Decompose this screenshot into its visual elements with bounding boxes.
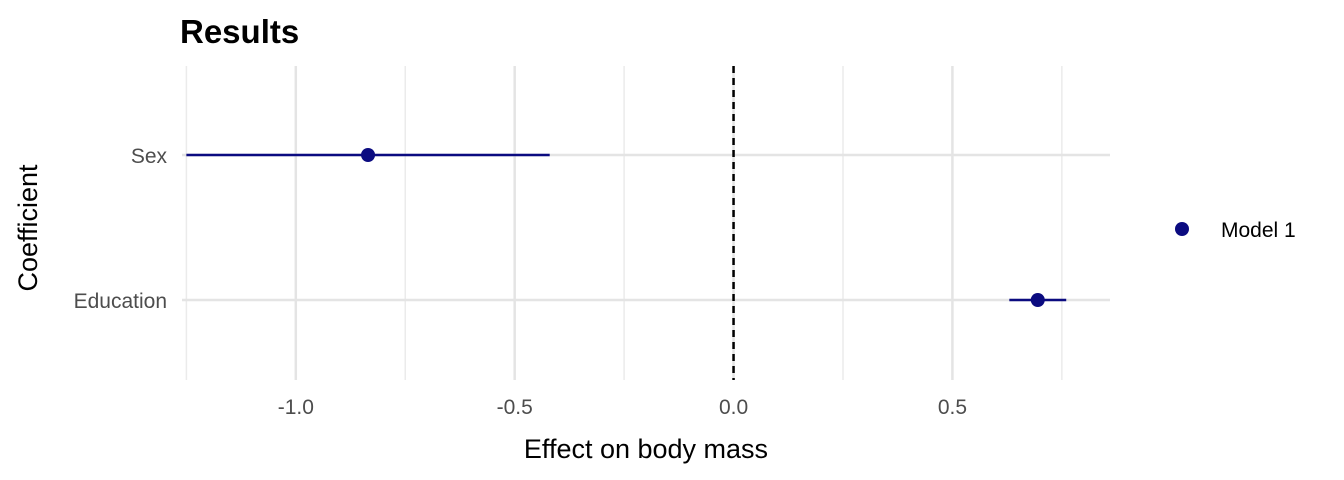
point-estimate <box>1030 293 1045 307</box>
grid <box>182 66 1110 380</box>
point-estimate <box>361 148 376 162</box>
legend-marker <box>1175 222 1189 236</box>
x-axis-title: Effect on body mass <box>524 434 768 464</box>
y-tick-label: Sex <box>131 145 168 168</box>
y-axis-ticks: Sex Education <box>74 145 168 313</box>
x-tick-label: 0.5 <box>938 396 967 419</box>
x-tick-label: -1.0 <box>278 396 314 419</box>
chart-title: Results <box>180 13 299 50</box>
y-tick-label: Education <box>74 290 167 313</box>
x-axis-ticks: -1.0 -0.5 0.0 0.5 <box>278 396 967 419</box>
plot-marks <box>186 66 1067 380</box>
x-tick-label: -0.5 <box>497 396 533 419</box>
legend-label: Model 1 <box>1221 219 1296 242</box>
legend: Model 1 <box>1175 219 1296 242</box>
x-tick-label: 0.0 <box>719 396 748 419</box>
y-axis-title: Coefficient <box>13 164 43 292</box>
